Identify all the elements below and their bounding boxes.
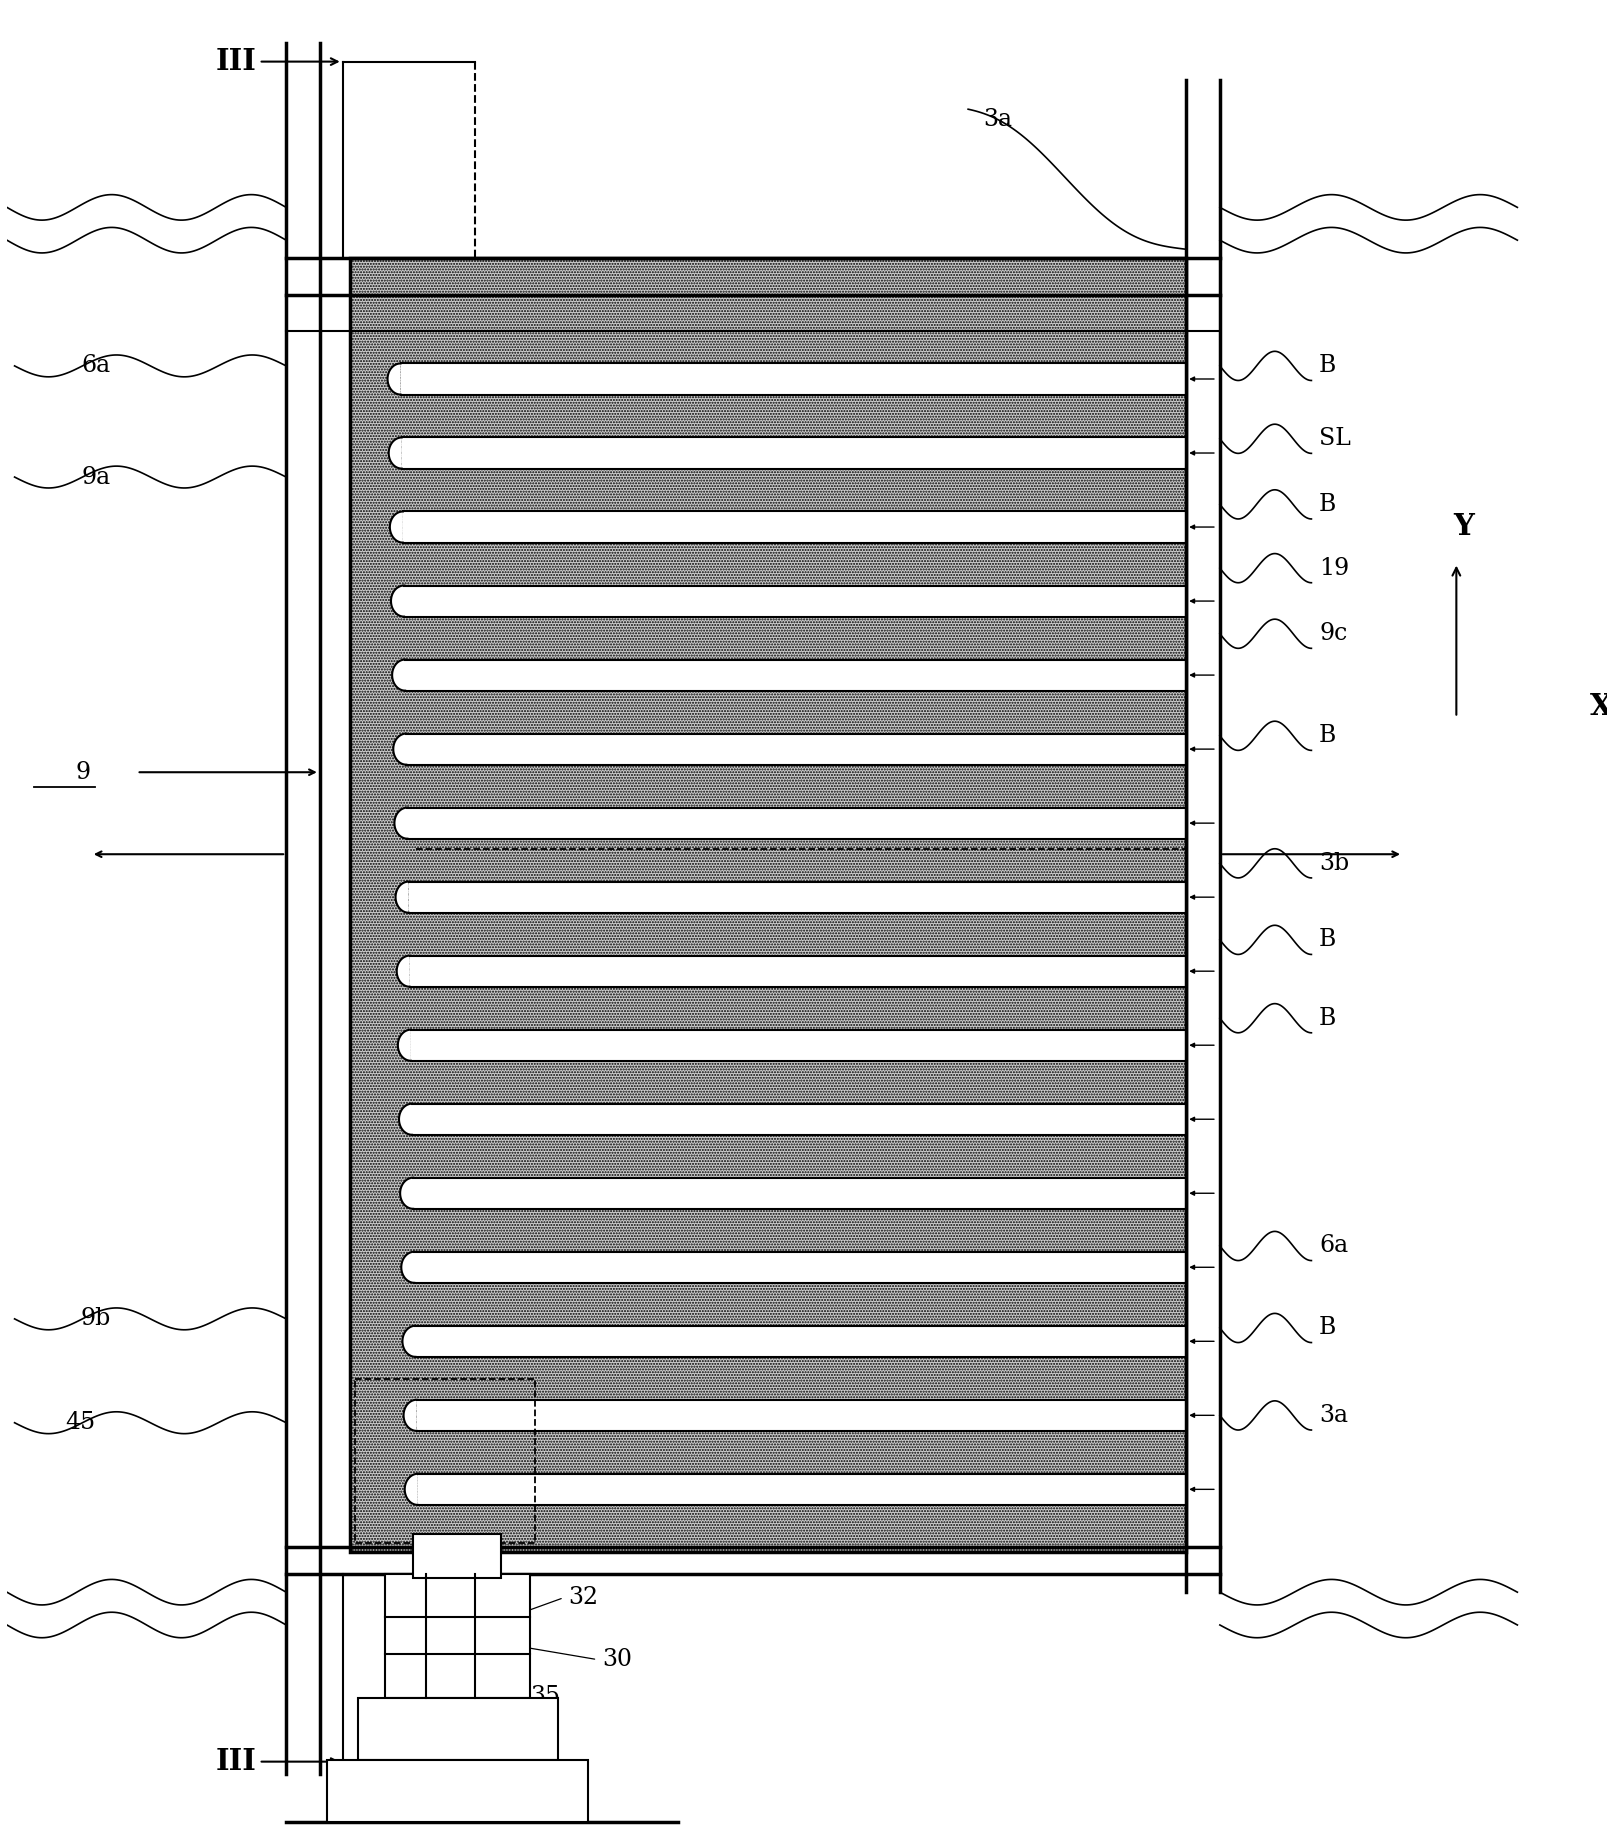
Bar [403,586,1186,617]
Wedge shape [395,881,408,912]
Bar [408,808,1186,839]
Text: B: B [1319,929,1337,951]
Wedge shape [399,1030,411,1061]
Wedge shape [394,808,408,839]
Text: B: B [1319,723,1337,747]
Bar [358,1698,558,1761]
Bar [355,1379,535,1542]
Bar [410,955,1186,986]
Wedge shape [400,1177,413,1208]
Bar [411,1030,1186,1061]
Bar [416,1399,1186,1430]
Bar [350,259,1186,1551]
Text: III: III [215,48,256,75]
Bar [407,734,1186,764]
Wedge shape [397,955,410,986]
Text: X: X [1589,692,1607,722]
Bar [408,881,1186,912]
Text: Y: Y [1454,512,1474,542]
Text: B: B [1319,1006,1337,1030]
Wedge shape [387,364,400,395]
Wedge shape [391,512,403,543]
Wedge shape [399,1103,411,1135]
Bar [415,1252,1186,1283]
Wedge shape [389,437,402,468]
Wedge shape [402,1252,415,1283]
Text: 3a: 3a [1319,1405,1348,1427]
Text: 32: 32 [569,1586,598,1608]
Text: III: III [215,1748,256,1775]
Bar [411,1103,1186,1135]
Wedge shape [402,1326,416,1357]
Text: 19: 19 [1319,556,1350,580]
Bar [418,1474,1186,1506]
Text: B: B [1319,492,1337,516]
Text: 6a: 6a [82,354,111,378]
Text: 30: 30 [603,1649,632,1671]
Text: 9a: 9a [82,466,111,488]
Bar [386,1573,530,1698]
Bar [402,437,1186,468]
Text: B: B [1319,1316,1337,1340]
Text: 9: 9 [76,760,92,784]
Bar [413,1177,1186,1208]
Text: 6a: 6a [1319,1234,1348,1258]
Bar [400,364,1186,395]
Text: 3a: 3a [983,108,1012,132]
Text: SL: SL [1319,428,1351,450]
Wedge shape [394,734,407,764]
Bar [416,1326,1186,1357]
Bar [405,659,1186,690]
Text: 6b: 6b [487,1722,517,1746]
Text: 3b: 3b [1319,852,1350,874]
Bar [413,1533,501,1577]
Text: 9c: 9c [1319,622,1347,644]
Text: 9b: 9b [80,1307,111,1331]
Wedge shape [405,1474,418,1506]
Text: 45: 45 [66,1412,95,1434]
Wedge shape [392,659,405,690]
Bar [328,1761,588,1821]
Wedge shape [391,586,403,617]
Bar [403,512,1186,543]
Text: B: B [1319,354,1337,378]
Wedge shape [403,1399,416,1430]
Text: 35: 35 [530,1685,561,1707]
